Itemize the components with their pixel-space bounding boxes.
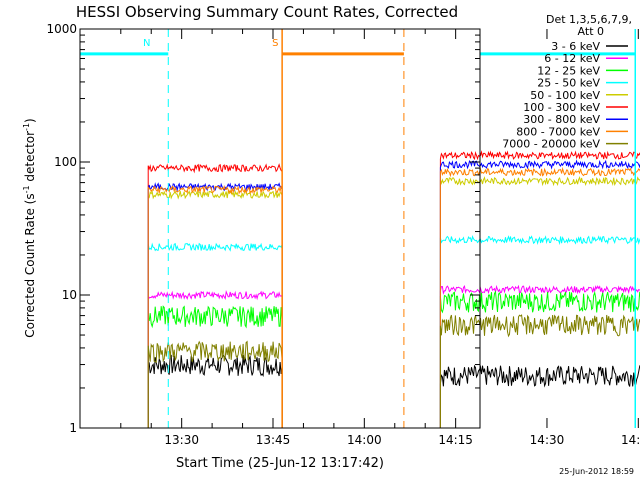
series-line (147, 159, 640, 428)
series-line (147, 314, 640, 428)
legend-label: 7000 - 20000 keV (502, 138, 600, 151)
x-tick-label: 13:45 (256, 433, 291, 447)
legend-header-line-1: Det 1,3,5,6,7,9, (546, 13, 632, 26)
y-tick-label: 100 (54, 155, 77, 169)
x-tick-label: 14:30 (530, 433, 565, 447)
legend-label: 50 - 100 keV (530, 89, 600, 102)
legend-label: 100 - 300 keV (523, 101, 600, 114)
y-axis-label: Corrected Count Rate (s-1 detector-1) (22, 118, 37, 337)
flag-label: S (272, 38, 278, 49)
chart-title: HESSI Observing Summary Count Rates, Cor… (76, 3, 458, 21)
x-axis: 13:30 13:45 14:00 14:15 14:30 14:45 (120, 29, 640, 447)
series-line (147, 176, 640, 428)
y-tick-label: 1000 (46, 22, 77, 36)
series-line (147, 284, 640, 428)
x-tick-label: 13:30 (164, 433, 199, 447)
x-tick-label: 14:00 (347, 433, 382, 447)
y-tick-label: 10 (62, 288, 77, 302)
x-axis-label: Start Time (25-Jun-12 13:17:42) (176, 456, 384, 471)
data-layer (147, 150, 640, 428)
series-line (147, 290, 640, 428)
legend-label: 3 - 6 keV (551, 40, 600, 53)
y-tick-label: 1 (69, 421, 77, 435)
legend-label: 25 - 50 keV (537, 77, 600, 90)
series-line (147, 354, 640, 428)
plot-frame (79, 28, 481, 429)
legend-label: 800 - 7000 keV (516, 125, 600, 138)
x-tick-label: 14:15 (438, 433, 473, 447)
y-axis: 1 10 100 1000 (46, 22, 480, 435)
legend-label: 12 - 25 keV (537, 64, 600, 77)
series-line (147, 234, 640, 428)
legend-label: 300 - 800 keV (523, 113, 600, 126)
series-line (147, 150, 640, 428)
flag-label: N (143, 38, 150, 49)
legend-header-line-2: Att 0 (578, 25, 604, 38)
legend-label: 6 - 12 keV (544, 52, 600, 65)
date-stamp: 25-Jun-2012 18:59 (559, 467, 634, 476)
x-tick-label: 14:45 (621, 433, 640, 447)
series-line (147, 166, 640, 428)
